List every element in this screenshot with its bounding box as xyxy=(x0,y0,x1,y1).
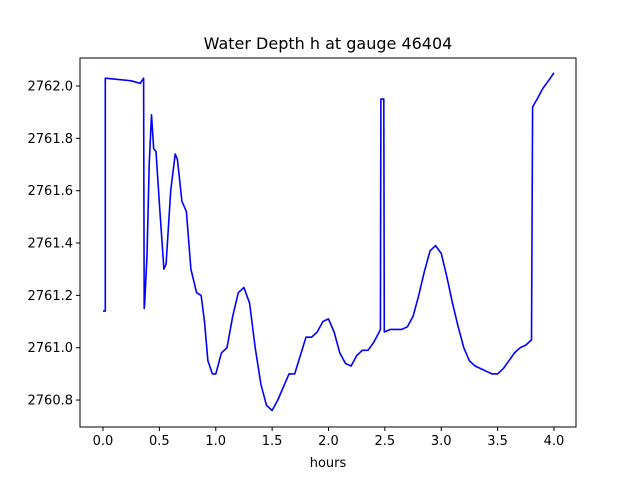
x-tick-label: 1.0 xyxy=(205,434,226,449)
x-tick-label: 3.0 xyxy=(431,434,452,449)
y-tick-label: 2761.2 xyxy=(28,289,74,304)
x-axis-label: hours xyxy=(310,456,347,471)
series-line xyxy=(103,72,555,412)
y-tick-label: 2760.8 xyxy=(28,394,74,409)
x-axis: 0.0 0.5 1.0 1.5 2.0 2.5 3.0 3.5 4.0 xyxy=(93,427,565,449)
y-tick-label: 2762.0 xyxy=(28,80,74,95)
x-tick-label: 0.5 xyxy=(149,434,170,449)
plot-frame xyxy=(79,57,577,428)
x-tick-label: 2.0 xyxy=(318,434,339,449)
chart-title: Water Depth h at gauge 46404 xyxy=(204,34,453,53)
x-tick-label: 1.5 xyxy=(262,434,283,449)
y-tick-label: 2761.8 xyxy=(28,132,74,147)
y-tick-label: 2761.6 xyxy=(28,184,74,199)
x-tick-label: 4.0 xyxy=(544,434,565,449)
x-tick-label: 0.0 xyxy=(93,434,114,449)
y-axis: 2760.8 2761.0 2761.2 2761.4 2761.6 2761.8 2762… xyxy=(28,80,80,409)
y-tick-label: 2761.4 xyxy=(28,237,74,252)
x-tick-label: 3.5 xyxy=(487,434,508,449)
y-tick-label: 2761.0 xyxy=(28,341,74,356)
x-tick-label: 2.5 xyxy=(375,434,396,449)
